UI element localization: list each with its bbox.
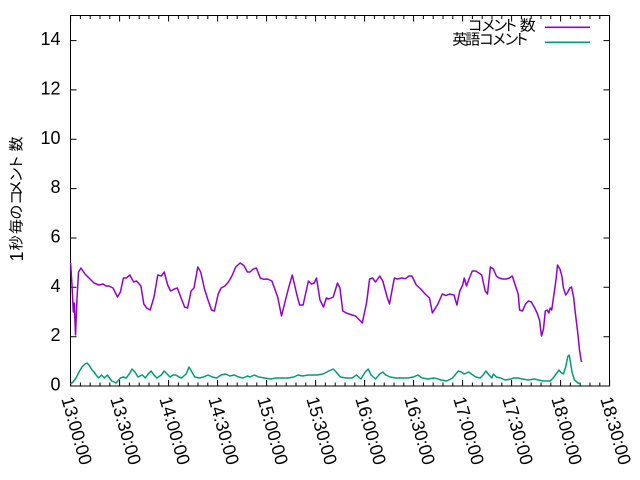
svg-text:4: 4 bbox=[50, 276, 60, 296]
svg-text:12: 12 bbox=[40, 78, 60, 98]
svg-text:1: 1 bbox=[7, 251, 27, 261]
svg-text:0: 0 bbox=[50, 375, 60, 395]
svg-text:14: 14 bbox=[40, 29, 60, 49]
svg-text:6: 6 bbox=[50, 227, 60, 247]
svg-text:2: 2 bbox=[50, 325, 60, 345]
svg-text:8: 8 bbox=[50, 177, 60, 197]
svg-text:10: 10 bbox=[40, 128, 60, 148]
